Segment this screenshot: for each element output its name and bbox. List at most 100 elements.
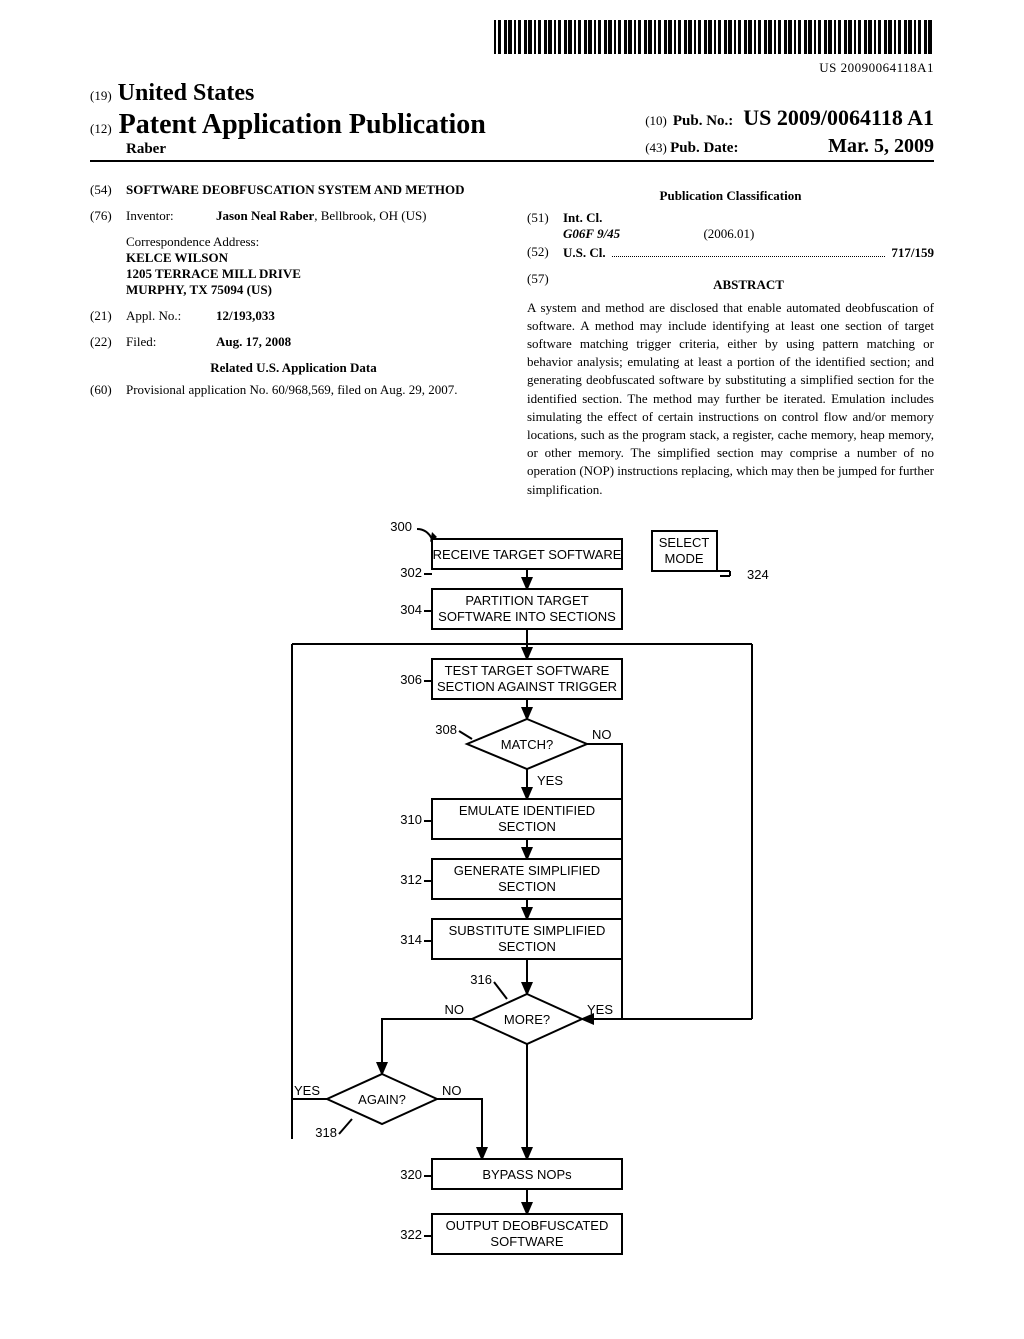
more-no: NO [445,1002,465,1017]
inventor-value: Jason Neal Raber, Bellbrook, OH (US) [216,208,497,224]
uscl-row: (52) U.S. Cl. 717/159 [527,244,934,261]
filed-value-b: Aug. 17, 2008 [216,334,291,349]
pubno-value: US 2009/0064118 A1 [743,105,934,131]
kind: Patent Application Publication [119,109,486,140]
corr-name: KELCE WILSON [126,250,497,266]
prov-num: (60) [90,382,126,398]
text-304-l2: SOFTWARE INTO SECTIONS [438,609,616,624]
intcl-block: Int. Cl. G06F 9/45 (2006.01) [563,210,934,242]
date-label: Pub. Date: [670,140,738,156]
prov-text: Provisional application No. 60/968,569, … [126,382,497,398]
intcl-row: (51) Int. Cl. G06F 9/45 (2006.01) [527,210,934,242]
uscl-label: U.S. Cl. [563,245,606,261]
inventor-label: Inventor: [126,208,216,224]
inventor-num: (76) [90,208,126,224]
pubno-row: (10) Pub. No.: US 2009/0064118 A1 [645,105,934,131]
ref-304: 304 [400,602,422,617]
inventor-name-bold: Jason Neal Raber [216,208,314,223]
intcl-label: Int. Cl. [563,210,602,225]
uscl-line: U.S. Cl. 717/159 [563,244,934,261]
ref-322: 322 [400,1227,422,1242]
text-316: MORE? [504,1012,550,1027]
date-row: (43) Pub. Date: Mar. 5, 2009 [645,135,934,158]
header: (19) United States (12) Patent Applicati… [90,80,934,162]
filed-label: Filed: [126,334,216,350]
ref-318: 318 [315,1125,337,1140]
country-num: (19) [90,88,112,103]
barcode-region: US 20090064118A1 [90,20,934,76]
match-no: NO [592,727,612,742]
filed-num: (22) [90,334,126,350]
abstract-text: A system and method are disclosed that e… [527,299,934,499]
patent-page: US 20090064118A1 (19) United States (12)… [0,0,1024,1339]
abstract-heading-row: (57) ABSTRACT [527,271,934,299]
intcl-code: G06F 9/45 [563,226,620,241]
inventor-row: (76) Inventor: Jason Neal Raber, Bellbro… [90,208,497,224]
correspondence-address: Correspondence Address: KELCE WILSON 120… [126,234,497,298]
intcl-year: (2006.01) [703,226,754,241]
dotted-leader [612,244,886,257]
flowchart-svg: 300 RECEIVE TARGET SOFTWARE 302 SELECT M… [232,519,792,1299]
text-318: AGAIN? [358,1092,406,1107]
title-num: (54) [90,182,126,198]
text-320: BYPASS NOPs [482,1167,572,1182]
text-322-l2: SOFTWARE [490,1234,564,1249]
corr-label: Correspondence Address: [126,234,497,250]
applno-value: 12/193,033 [216,308,497,324]
filed-row: (22) Filed: Aug. 17, 2008 [90,334,497,350]
invention-title: SOFTWARE DEOBFUSCATION SYSTEM AND METHOD [126,182,497,198]
text-304-l1: PARTITION TARGET [465,593,588,608]
provisional-row: (60) Provisional application No. 60/968,… [90,382,497,398]
date-num: (43) [645,140,667,155]
related-heading: Related U.S. Application Data [90,360,497,376]
ref-308: 308 [435,722,457,737]
inventor-rest: , Bellbrook, OH (US) [314,208,426,223]
date-value: Mar. 5, 2009 [828,135,934,158]
filed-value: Aug. 17, 2008 [216,334,497,350]
text-302: RECEIVE TARGET SOFTWARE [433,547,622,562]
text-324-l1: SELECT [659,535,710,550]
applno-num: (21) [90,308,126,324]
text-310-l2: SECTION [498,819,556,834]
ref-320: 320 [400,1167,422,1182]
ref-300: 300 [390,519,412,534]
applno-row: (21) Appl. No.: 12/193,033 [90,308,497,324]
pubno-label: Pub. No.: [673,113,733,130]
intcl-num: (51) [527,210,563,242]
text-306-l1: TEST TARGET SOFTWARE [445,663,610,678]
text-322-l1: OUTPUT DEOBFUSCATED [446,1218,609,1233]
header-right: (10) Pub. No.: US 2009/0064118 A1 (43) P… [645,105,934,158]
kind-line: (12) Patent Application Publication [90,109,486,141]
barcode-graphic [494,20,934,54]
text-308: MATCH? [501,737,553,752]
ref-312: 312 [400,872,422,887]
more-yes: YES [587,1002,613,1017]
again-yes: YES [294,1083,320,1098]
corr-street: 1205 TERRACE MILL DRIVE [126,266,497,282]
corr-city: MURPHY, TX 75094 (US) [126,282,497,298]
pubclass-heading: Publication Classification [527,188,934,204]
applno-value-b: 12/193,033 [216,308,275,323]
ref-324: 324 [747,567,769,582]
text-314-l2: SECTION [498,939,556,954]
ref-310: 310 [400,812,422,827]
text-324-l2: MODE [665,551,704,566]
country: United States [118,80,255,106]
abstract-heading: ABSTRACT [563,277,934,293]
ref-306: 306 [400,672,422,687]
inventor-surname: Raber [126,141,486,158]
applno-label: Appl. No.: [126,308,216,324]
barcode-text: US 20090064118A1 [90,60,934,76]
ref-314: 314 [400,932,422,947]
kind-num: (12) [90,121,112,136]
country-line: (19) United States [90,80,486,107]
pubno-num: (10) [645,113,667,129]
match-yes: YES [537,773,563,788]
text-312-l2: SECTION [498,879,556,894]
abstract-num: (57) [527,271,563,299]
flowchart: 300 RECEIVE TARGET SOFTWARE 302 SELECT M… [90,519,934,1299]
biblio-columns: (54) SOFTWARE DEOBFUSCATION SYSTEM AND M… [90,182,934,499]
text-312-l1: GENERATE SIMPLIFIED [454,863,600,878]
text-314-l1: SUBSTITUTE SIMPLIFIED [449,923,606,938]
ref-302: 302 [400,565,422,580]
